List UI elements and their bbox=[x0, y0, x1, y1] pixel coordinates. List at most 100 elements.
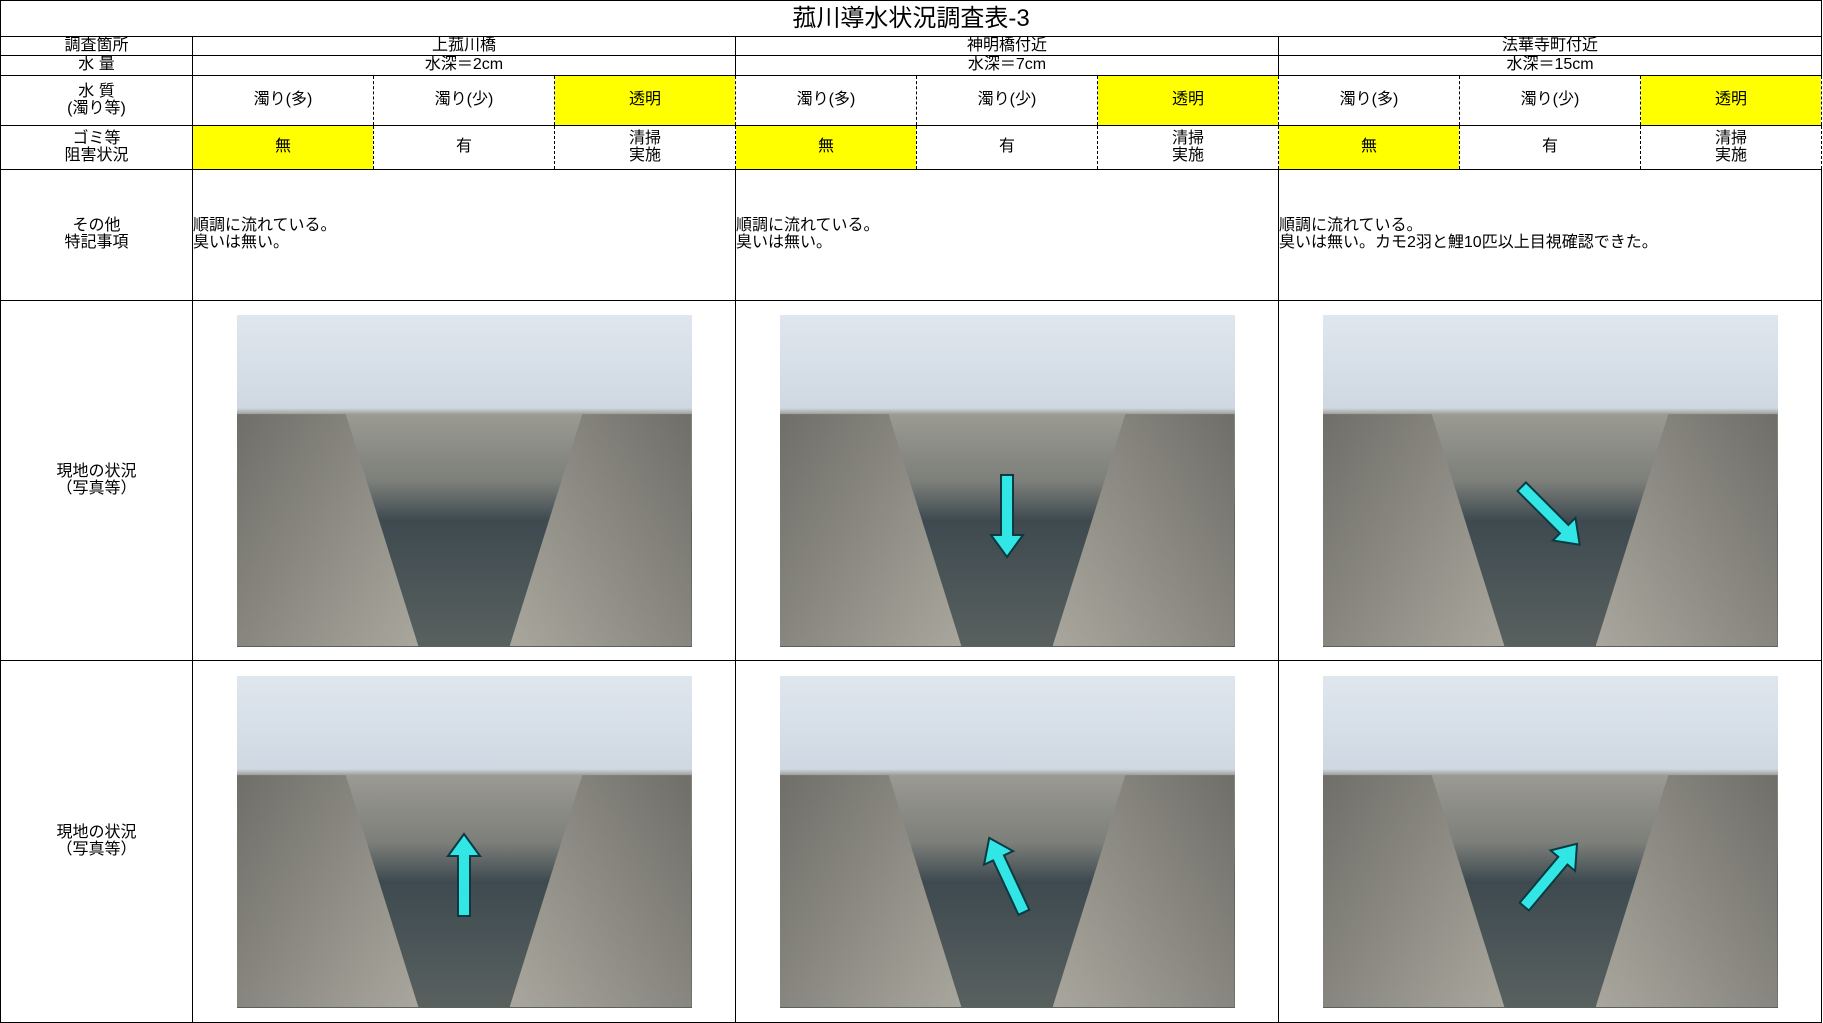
text: 上菰川橋 bbox=[431, 36, 496, 54]
text: 濁り(多) bbox=[253, 91, 313, 109]
row-label: 調査箇所 bbox=[0, 36, 193, 56]
text: 臭いは無い。カモ2羽と鯉10匹以上目視確認できた。 bbox=[1279, 234, 1658, 251]
option: 有 bbox=[916, 125, 1098, 170]
text: 水深＝2cm bbox=[424, 56, 504, 74]
photo-cell bbox=[735, 300, 1279, 661]
text: 濁り(少) bbox=[434, 91, 494, 109]
text: 清掃 bbox=[628, 129, 661, 147]
photo-cell bbox=[1277, 300, 1823, 661]
row-label: ゴミ等 阻害状況 bbox=[0, 125, 193, 170]
photo bbox=[1322, 314, 1778, 647]
text: （写真等） bbox=[56, 479, 137, 497]
site-name: 上菰川橋 bbox=[192, 36, 736, 56]
row: 調査箇所 上菰川橋 神明橋付近 法華寺町付近 bbox=[0, 36, 1823, 56]
text: 現地の状況 bbox=[56, 462, 137, 480]
notes: 順調に流れている。 臭いは無い。カモ2羽と鯉10匹以上目視確認できた。 bbox=[1277, 169, 1823, 301]
text: 水 量 bbox=[78, 56, 115, 74]
text: 実施 bbox=[1171, 146, 1204, 164]
notes: 順調に流れている。 臭いは無い。 bbox=[735, 169, 1279, 301]
text: 順調に流れている。 bbox=[193, 217, 337, 235]
row: 菰川導水状況調査表-3 bbox=[0, 0, 1823, 37]
site-name: 神明橋付近 bbox=[735, 36, 1279, 56]
text: 清掃 bbox=[1171, 129, 1204, 147]
option: 透明 bbox=[1639, 75, 1823, 126]
option: 濁り(多) bbox=[735, 75, 917, 126]
flow-arrow bbox=[1515, 480, 1581, 546]
row-label: 現地の状況 （写真等） bbox=[0, 300, 193, 661]
water-depth: 水深＝2cm bbox=[192, 55, 736, 76]
row-label: その他 特記事項 bbox=[0, 169, 193, 301]
row-label: 水 量 bbox=[0, 55, 193, 76]
row: 水 量 水深＝2cm 水深＝7cm 水深＝15cm bbox=[0, 55, 1823, 76]
notes: 順調に流れている。 臭いは無い。 bbox=[192, 169, 736, 301]
text: 濁り(少) bbox=[1520, 91, 1580, 109]
flow-arrow bbox=[1517, 842, 1578, 912]
text: 阻害状況 bbox=[64, 146, 129, 164]
option: 濁り(少) bbox=[916, 75, 1098, 126]
text: ゴミ等 bbox=[72, 129, 121, 147]
option: 無 bbox=[1278, 125, 1460, 170]
photo-cell bbox=[192, 660, 736, 1023]
text: 特記事項 bbox=[64, 234, 129, 251]
row: 水 質 (濁り等) 濁り(多) 濁り(少) 透明 濁り(多) 濁り(少) 透明 濁り(多) 濁り(… bbox=[0, 75, 1823, 126]
row: 現地の状況 （写真等） bbox=[0, 300, 1823, 661]
option: 清掃 実施 bbox=[1639, 125, 1823, 170]
option: 濁り(少) bbox=[1459, 75, 1641, 126]
option: 濁り(多) bbox=[1278, 75, 1460, 126]
option: 無 bbox=[192, 125, 374, 170]
text: (濁り等) bbox=[67, 99, 126, 117]
text: 有 bbox=[455, 138, 472, 156]
text: 透明 bbox=[1171, 91, 1204, 109]
site-name: 法華寺町付近 bbox=[1277, 36, 1823, 56]
row: 現地の状況 （写真等） bbox=[0, 660, 1823, 1023]
option: 有 bbox=[373, 125, 555, 170]
water-depth: 水深＝15cm bbox=[1277, 55, 1823, 76]
water-depth: 水深＝7cm bbox=[735, 55, 1279, 76]
text: 神明橋付近 bbox=[966, 36, 1047, 54]
text: 水深＝15cm bbox=[1506, 56, 1594, 74]
text: 水深＝7cm bbox=[967, 56, 1047, 74]
option: 透明 bbox=[1097, 75, 1279, 126]
text: 無 bbox=[274, 138, 291, 156]
option: 濁り(多) bbox=[192, 75, 374, 126]
text: 現地の状況 bbox=[56, 823, 137, 841]
row: その他 特記事項 順調に流れている。 臭いは無い。 順調に流れている。 臭いは無い。 順調に… bbox=[0, 169, 1823, 301]
text: 実施 bbox=[1715, 146, 1748, 164]
flow-arrow bbox=[982, 835, 1031, 916]
option: 無 bbox=[735, 125, 917, 170]
photo bbox=[779, 314, 1235, 647]
text: 菰川導水状況調査表-3 bbox=[792, 4, 1030, 32]
photo bbox=[1322, 675, 1778, 1008]
text: 無 bbox=[817, 138, 834, 156]
row-label: 水 質 (濁り等) bbox=[0, 75, 193, 126]
text: 有 bbox=[1541, 138, 1558, 156]
title: 菰川導水状況調査表-3 bbox=[0, 0, 1823, 37]
text: 透明 bbox=[628, 91, 661, 109]
flow-arrow bbox=[988, 473, 1025, 559]
text: 清掃 bbox=[1715, 129, 1748, 147]
row-label: 現地の状況 （写真等） bbox=[0, 660, 193, 1023]
text: 透明 bbox=[1715, 91, 1748, 109]
photo-cell bbox=[1277, 660, 1823, 1023]
text: 濁り(多) bbox=[1339, 91, 1399, 109]
text: 順調に流れている。 bbox=[736, 217, 880, 235]
option: 清掃 実施 bbox=[554, 125, 736, 170]
text: 水 質 bbox=[78, 82, 115, 100]
text: 法華寺町付近 bbox=[1502, 36, 1599, 54]
text: （写真等） bbox=[56, 840, 137, 858]
text: 臭いは無い。 bbox=[193, 234, 290, 251]
row: ゴミ等 阻害状況 無 有 清掃 実施 無 有 清掃 実施 無 有 清掃 実施 bbox=[0, 125, 1823, 170]
flow-arrow bbox=[445, 831, 482, 917]
text: 臭いは無い。 bbox=[736, 234, 833, 251]
text: その他 bbox=[72, 217, 121, 235]
text: 調査箇所 bbox=[64, 36, 129, 54]
option: 透明 bbox=[554, 75, 736, 126]
text: 無 bbox=[1360, 138, 1377, 156]
text: 実施 bbox=[628, 146, 661, 164]
text: 濁り(多) bbox=[796, 91, 856, 109]
option: 清掃 実施 bbox=[1097, 125, 1279, 170]
option: 濁り(少) bbox=[373, 75, 555, 126]
option: 有 bbox=[1459, 125, 1641, 170]
text: 順調に流れている。 bbox=[1279, 217, 1423, 235]
